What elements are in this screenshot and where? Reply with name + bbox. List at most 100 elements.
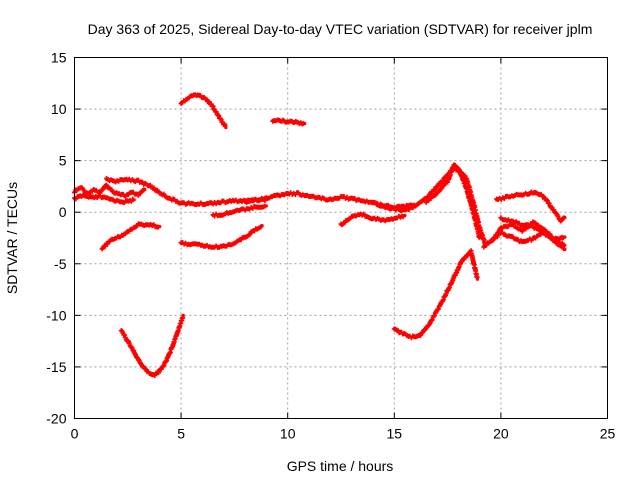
data-point (275, 194, 279, 198)
data-point (147, 183, 151, 187)
data-point (509, 219, 514, 224)
data-point (541, 195, 546, 199)
data-point (499, 226, 503, 230)
data-point (243, 235, 247, 239)
series-arc-13 (423, 162, 488, 248)
data-point (303, 121, 307, 126)
data-point (211, 213, 215, 217)
data-point (550, 206, 554, 210)
data-point (531, 237, 535, 241)
x-tick-label: 15 (387, 426, 403, 442)
data-point (401, 332, 405, 336)
data-point (371, 216, 375, 221)
data-point (475, 277, 480, 281)
data-point (531, 225, 535, 229)
data-point (243, 200, 247, 204)
data-point (264, 196, 268, 200)
y-tick-label: -20 (46, 411, 66, 427)
data-point (360, 199, 364, 203)
data-point (222, 200, 226, 204)
series-arc-7 (178, 224, 264, 250)
data-point (541, 230, 546, 234)
x-tick-label: 0 (71, 426, 79, 442)
data-point (418, 334, 422, 338)
data-point (124, 194, 128, 198)
data-point (81, 194, 85, 198)
data-point (495, 198, 499, 202)
data-point (162, 363, 166, 367)
data-point (552, 238, 556, 242)
data-point (296, 120, 300, 125)
data-point (414, 204, 418, 208)
data-point (520, 229, 524, 233)
data-point (271, 118, 275, 123)
ticks (74, 57, 608, 419)
series-arc-9 (270, 117, 307, 127)
data-point (138, 362, 143, 366)
data-point (527, 192, 531, 196)
series-marks (178, 92, 228, 128)
data-point (222, 244, 226, 248)
series-marks (391, 248, 480, 341)
y-tick-label: 10 (51, 101, 67, 117)
data-point (136, 222, 141, 227)
data-point (499, 216, 503, 221)
data-point (403, 208, 407, 212)
data-point (452, 275, 456, 279)
data-point (254, 198, 258, 202)
data-point (130, 191, 134, 195)
data-point (185, 97, 190, 101)
data-point (179, 241, 183, 245)
series-arc-18 (498, 215, 567, 248)
data-point (477, 236, 482, 240)
data-point (435, 309, 439, 313)
data-point (158, 225, 162, 229)
data-point (115, 179, 119, 183)
data-point (168, 349, 173, 354)
tick-labels: 0 5 10 15 20 25 -20 -15 -10 -5 0 5 10 15 (46, 50, 615, 442)
data-point (198, 94, 202, 98)
data-point (477, 226, 482, 230)
chart-title: Day 363 of 2025, Sidereal Day-to-day VTE… (88, 21, 593, 37)
series-arc-4 (99, 221, 162, 252)
data-point (211, 245, 215, 249)
data-point (156, 371, 160, 375)
data-point (382, 218, 386, 223)
data-point (200, 243, 205, 247)
data-point (446, 179, 450, 183)
data-point (290, 119, 294, 124)
data-point (458, 169, 462, 173)
data-point (179, 201, 183, 205)
data-point (205, 98, 209, 102)
data-point (232, 209, 236, 213)
series-arc-17 (494, 189, 567, 224)
data-point (286, 192, 290, 196)
data-point (211, 201, 215, 205)
series-arc-2 (72, 192, 136, 206)
y-tick-label: -15 (46, 359, 66, 375)
data-point (151, 373, 155, 377)
data-point (211, 105, 215, 109)
data-point (192, 93, 196, 97)
y-tick-label: -10 (46, 307, 66, 323)
data-point (563, 247, 567, 251)
data-point (392, 216, 396, 221)
data-point (124, 200, 128, 204)
data-point (232, 199, 236, 203)
data-point (264, 204, 268, 208)
data-point (392, 207, 396, 211)
data-point (403, 213, 407, 217)
data-point (469, 249, 473, 254)
data-point (277, 118, 281, 123)
data-point (563, 235, 567, 239)
data-point (392, 327, 396, 331)
series-arc-6 (178, 92, 228, 130)
data-point (307, 195, 311, 199)
data-point (382, 205, 386, 209)
data-point (109, 238, 113, 242)
data-point (409, 335, 413, 339)
data-point (283, 119, 288, 124)
data-point (217, 115, 222, 119)
data-point (520, 240, 524, 244)
data-point (505, 195, 509, 199)
